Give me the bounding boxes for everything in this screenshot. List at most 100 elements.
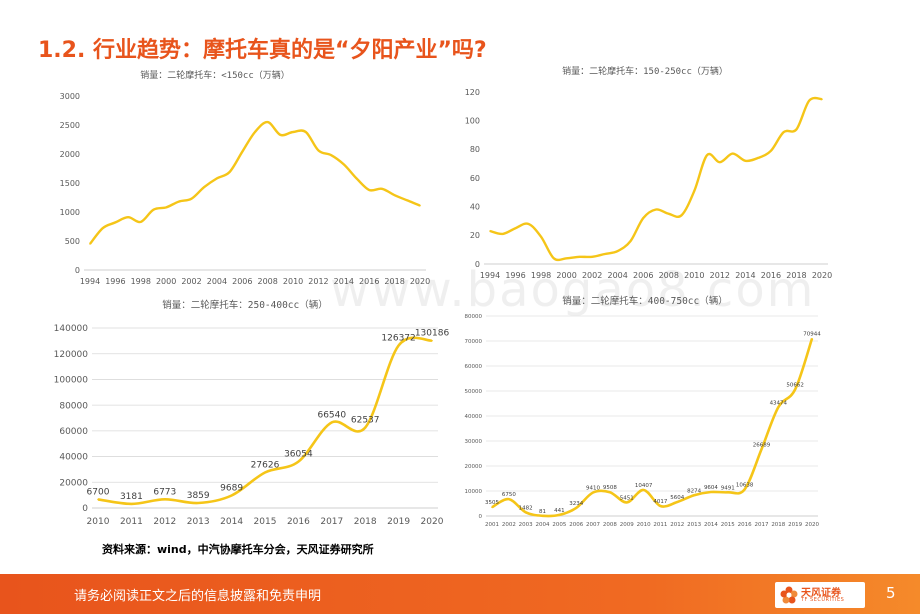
- chart-svg: 销量：二轮摩托车：150-250cc（万辆） 0 20 40 60 80 100 120 199…: [465, 65, 832, 280]
- chart-sales-under-150cc: 销量：二轮摩托车：<150cc（万辆） 0 500 1000 1500 2000 2500 3…: [50, 68, 435, 290]
- data-point: [553, 257, 555, 260]
- x-tick-label: 2018: [771, 522, 785, 528]
- y-tick-label: 60000: [465, 364, 483, 370]
- data-point: [719, 161, 721, 164]
- x-tick-label: 2010: [637, 522, 651, 528]
- data-point: [203, 186, 206, 188]
- data-point: [297, 460, 300, 463]
- x-tick-label: 2012: [308, 277, 328, 286]
- data-label: 81: [539, 509, 546, 515]
- series-line: [489, 96, 823, 262]
- data-point: [770, 149, 772, 152]
- data-label: 3181: [120, 492, 143, 502]
- footer-bar: 请务必阅读正文之后的信息披露和免责申明 天风证券 TF SECURITIES 5: [0, 574, 920, 614]
- y-tick-label: 100000: [54, 376, 89, 386]
- data-label: 6773: [153, 487, 176, 497]
- data-point: [591, 256, 593, 258]
- y-tick-label: 120000: [54, 350, 89, 360]
- y-tick-label: 70000: [465, 339, 483, 345]
- x-tick-label: 2006: [232, 277, 252, 286]
- data-point: [164, 498, 166, 501]
- x-tick-label: 2012: [153, 517, 176, 527]
- y-tick-label: 500: [65, 237, 80, 246]
- data-point: [364, 426, 367, 429]
- data-point: [706, 154, 708, 156]
- data-label: 6750: [502, 492, 516, 498]
- chart-svg: 销量：二轮摩托车：250-400cc（辆） 0 20000 40000 60000 800…: [54, 299, 450, 527]
- y-tick-label: 120: [465, 88, 480, 97]
- y-tick-label: 20: [470, 231, 480, 240]
- data-label: 66540: [317, 410, 346, 420]
- y-tick-label: 40000: [465, 414, 483, 420]
- data-point: [629, 240, 632, 242]
- data-point: [731, 152, 734, 155]
- data-point: [491, 506, 493, 509]
- data-point: [693, 494, 695, 497]
- x-tick-label: 2018: [354, 517, 377, 527]
- x-tick-label: 2010: [87, 517, 110, 527]
- data-label: 9410: [586, 485, 600, 491]
- x-tick-label: 2014: [704, 522, 718, 528]
- x-tick-label: 2013: [687, 522, 701, 528]
- company-logo: 天风证券 TF SECURITIES: [775, 582, 865, 608]
- data-label: 50662: [786, 382, 804, 388]
- data-point: [710, 491, 712, 493]
- data-point: [165, 206, 167, 209]
- data-point: [642, 489, 645, 491]
- data-label: 36054: [284, 450, 313, 460]
- data-point: [431, 339, 433, 342]
- data-point: [381, 188, 383, 190]
- series-line: [491, 338, 814, 518]
- data-point: [393, 194, 396, 196]
- x-tick-label: 2002: [502, 522, 516, 528]
- data-point: [139, 221, 142, 223]
- x-tick-label: 1994: [80, 277, 100, 286]
- chart-sales-250-400cc: 销量：二轮摩托车：250-400cc（辆） 0 20000 40000 60000 800…: [50, 296, 450, 532]
- data-point: [808, 99, 811, 102]
- data-label: 6700: [87, 487, 110, 497]
- data-point: [419, 204, 421, 207]
- x-tick-label: 2008: [603, 522, 617, 528]
- data-label: 441: [554, 508, 565, 514]
- x-tick-label: 2014: [220, 517, 243, 527]
- x-tick-label: 2017: [754, 522, 768, 528]
- y-tick-label: 80000: [59, 401, 88, 411]
- x-tick-label: 2012: [710, 271, 730, 280]
- y-tick-label: 2500: [60, 121, 80, 130]
- data-point: [667, 213, 670, 215]
- data-point: [343, 163, 345, 166]
- x-tick-label: 2010: [684, 271, 704, 280]
- data-label: 27626: [251, 460, 280, 470]
- x-tick-label: 2006: [633, 271, 653, 280]
- data-point: [726, 491, 729, 494]
- data-label: 3234: [569, 501, 583, 507]
- y-tick-label: 40: [470, 202, 480, 211]
- x-tick-label: 2005: [552, 522, 566, 528]
- x-tick-label: 2016: [738, 522, 752, 528]
- x-tick-label: 2016: [761, 271, 781, 280]
- y-tick-label: 0: [479, 514, 483, 520]
- data-point: [397, 344, 400, 347]
- data-point: [609, 491, 611, 494]
- x-tick-label: 2019: [788, 522, 802, 528]
- chart-title: 销量：二轮摩托车：150-250cc（万辆）: [562, 65, 728, 77]
- chart-title: 销量：二轮摩托车：400-750cc（辆）: [562, 295, 727, 307]
- data-point: [565, 257, 568, 260]
- data-label: 1482: [519, 505, 533, 511]
- data-point: [777, 406, 780, 409]
- data-label: 9508: [603, 485, 617, 491]
- data-point: [659, 505, 662, 507]
- data-point: [558, 514, 561, 516]
- chart-title: 销量：二轮摩托车：250-400cc（辆）: [162, 299, 327, 311]
- data-point: [782, 131, 785, 133]
- data-point: [760, 448, 763, 451]
- data-point: [625, 501, 628, 504]
- data-label: 62537: [351, 416, 380, 426]
- data-point: [127, 216, 129, 219]
- data-point: [508, 498, 510, 500]
- data-point: [575, 507, 578, 509]
- data-point: [317, 149, 320, 152]
- data-label: 5604: [670, 495, 684, 501]
- y-tick-label: 140000: [54, 324, 89, 334]
- x-tick-label: 2004: [608, 271, 628, 280]
